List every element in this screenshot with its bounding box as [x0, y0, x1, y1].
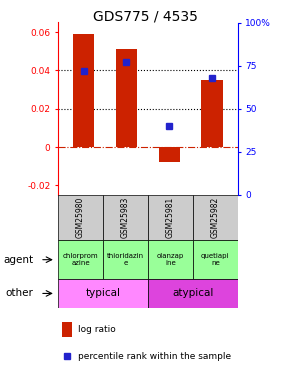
Text: GSM25983: GSM25983 [121, 197, 130, 238]
Text: GSM25980: GSM25980 [76, 197, 85, 238]
Text: quetiapi
ne: quetiapi ne [201, 254, 230, 266]
Bar [103, 240, 148, 279]
Text: GDS775 / 4535: GDS775 / 4535 [93, 9, 197, 23]
Text: percentile rank within the sample: percentile rank within the sample [78, 351, 231, 360]
Bar [103, 195, 148, 240]
Text: GSM25982: GSM25982 [211, 197, 220, 238]
Bar [58, 279, 148, 308]
Bar [148, 240, 193, 279]
Bar [61, 322, 72, 337]
Bar [58, 195, 103, 240]
Bar [202, 80, 223, 147]
Text: log ratio: log ratio [78, 325, 115, 334]
Bar [148, 279, 238, 308]
Text: GSM25981: GSM25981 [166, 197, 175, 238]
Text: agent: agent [3, 255, 33, 265]
Text: typical: typical [86, 288, 120, 298]
Bar [193, 195, 238, 240]
Bar [148, 195, 193, 240]
Text: other: other [6, 288, 33, 298]
Bar [193, 240, 238, 279]
Bar [73, 34, 94, 147]
Bar [159, 147, 180, 162]
Text: chlorprom
azine: chlorprom azine [63, 254, 98, 266]
Text: thioridazin
e: thioridazin e [107, 254, 144, 266]
Bar [58, 240, 103, 279]
Text: atypical: atypical [172, 288, 213, 298]
Bar [116, 50, 137, 147]
Text: olanzap
ine: olanzap ine [157, 254, 184, 266]
